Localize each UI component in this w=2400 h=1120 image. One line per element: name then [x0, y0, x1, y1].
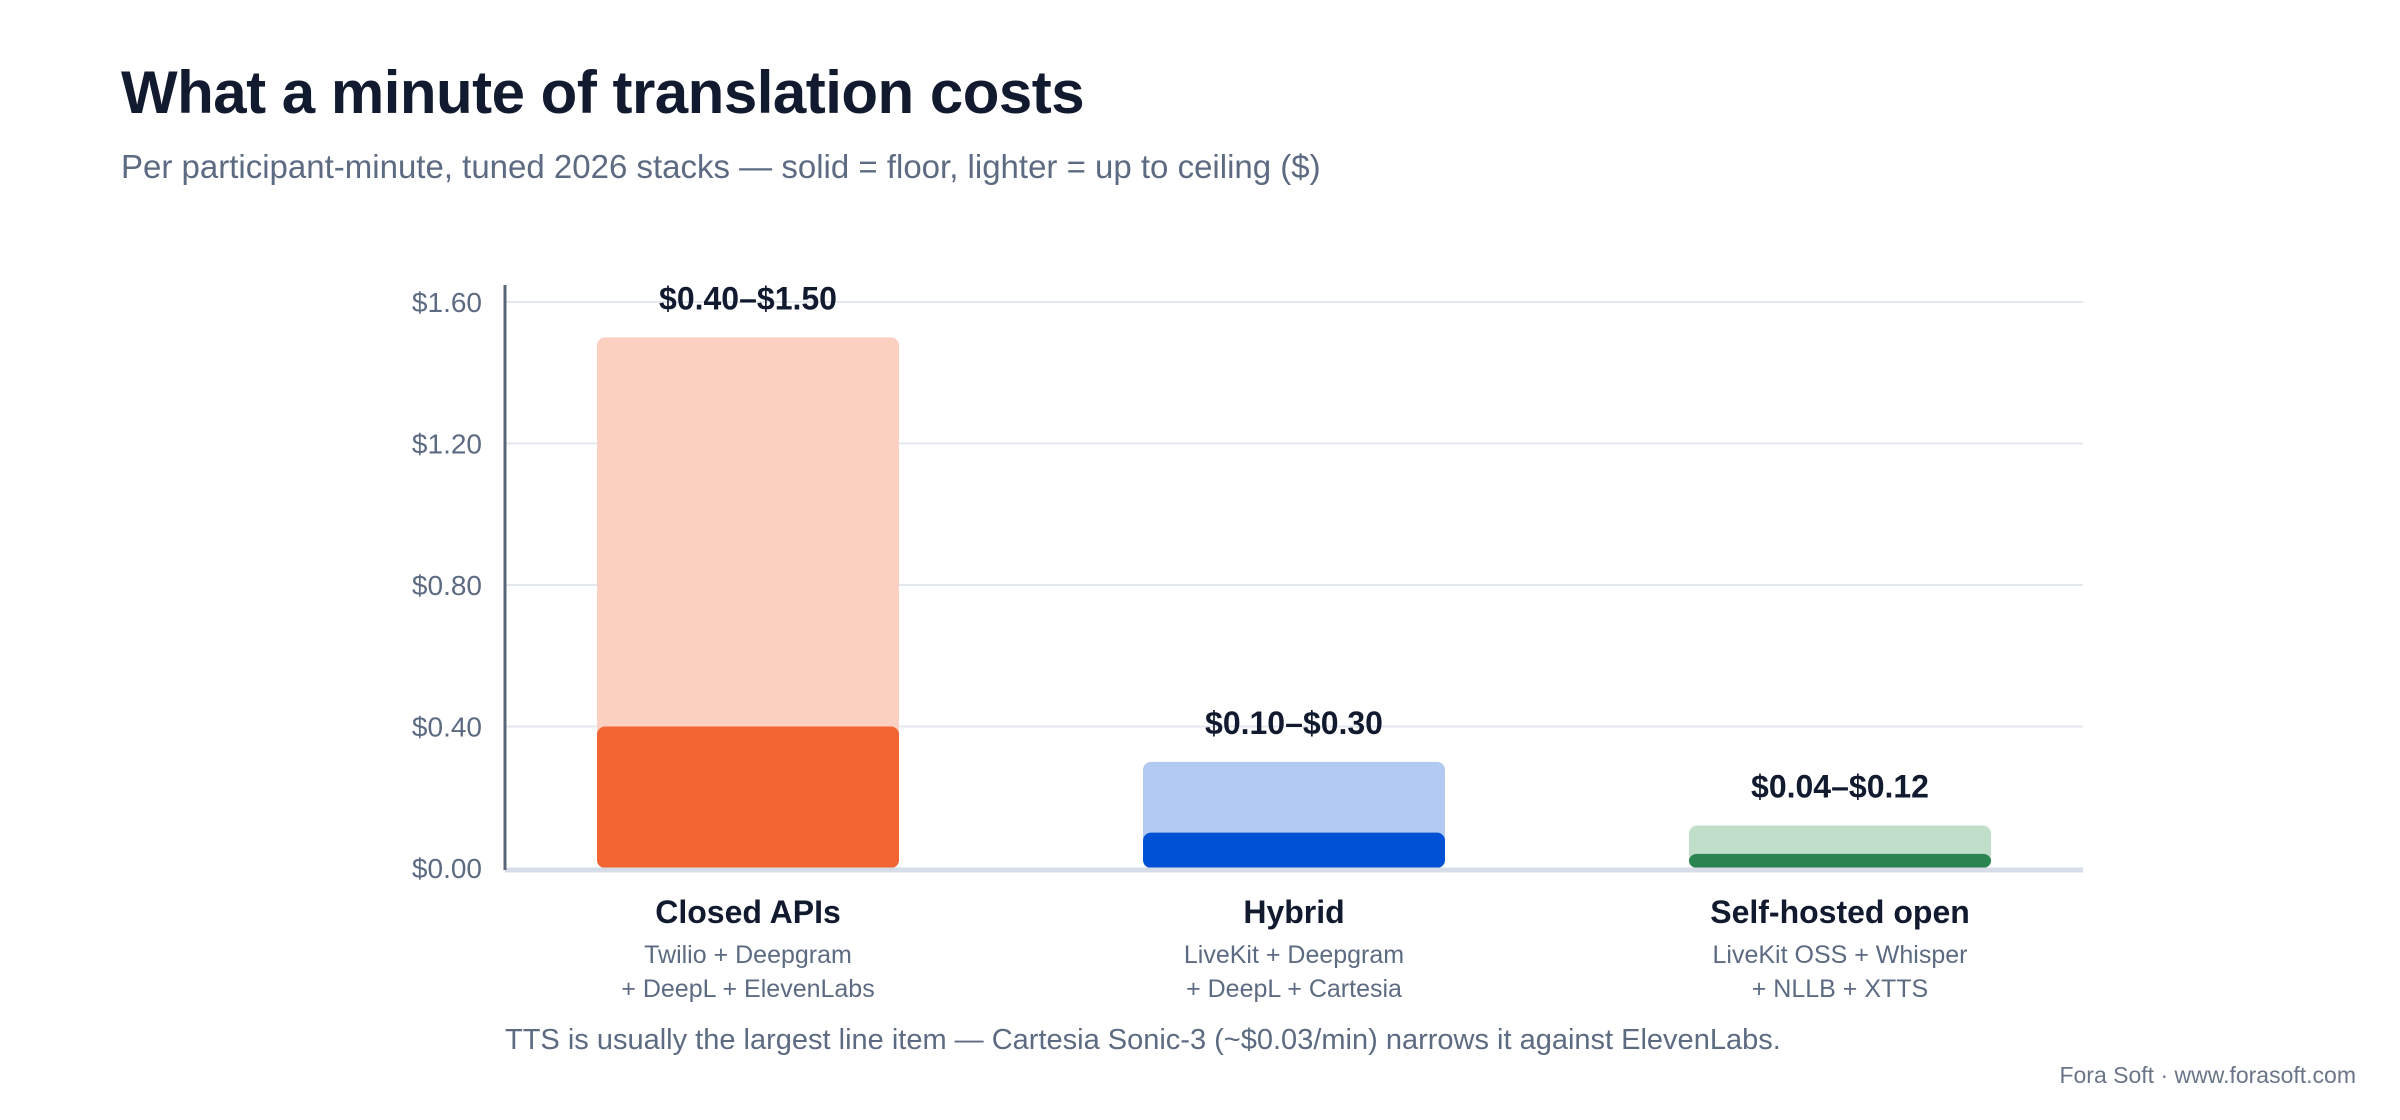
bar-range-label: $0.04–$0.12 [1751, 769, 1929, 805]
chart-footnote: TTS is usually the largest line item — C… [505, 1024, 1781, 1056]
category-label: Hybrid [1243, 894, 1344, 930]
bar-floor [1143, 832, 1445, 868]
category-detail-line1: LiveKit OSS + Whisper [1713, 941, 1968, 969]
bar-floor [597, 726, 899, 868]
category-detail-line2: + DeepL + ElevenLabs [621, 975, 874, 1003]
bar-floor [1689, 853, 1991, 868]
credit-line: Fora Soft · www.forasoft.com [2059, 1062, 2356, 1088]
y-tick-label: $0.80 [412, 570, 482, 601]
y-tick-label: $0.40 [412, 712, 482, 743]
bar-range-label: $0.40–$1.50 [659, 280, 837, 316]
bar-range-label: $0.10–$0.30 [1205, 705, 1383, 741]
category-label: Closed APIs [655, 894, 841, 930]
chart-title: What a minute of translation costs [121, 59, 1085, 126]
category-detail-line1: LiveKit + Deepgram [1184, 941, 1404, 969]
y-tick-label: $1.20 [412, 429, 482, 460]
category-detail-line1: Twilio + Deepgram [644, 941, 852, 969]
category-detail-line2: + DeepL + Cartesia [1186, 975, 1402, 1003]
chart-subtitle: Per participant-minute, tuned 2026 stack… [121, 148, 1321, 185]
category-label: Self-hosted open [1710, 894, 1970, 930]
category-detail-line2: + NLLB + XTTS [1752, 975, 1928, 1003]
y-tick-label: $0.00 [412, 853, 482, 884]
y-tick-label: $1.60 [412, 287, 482, 318]
